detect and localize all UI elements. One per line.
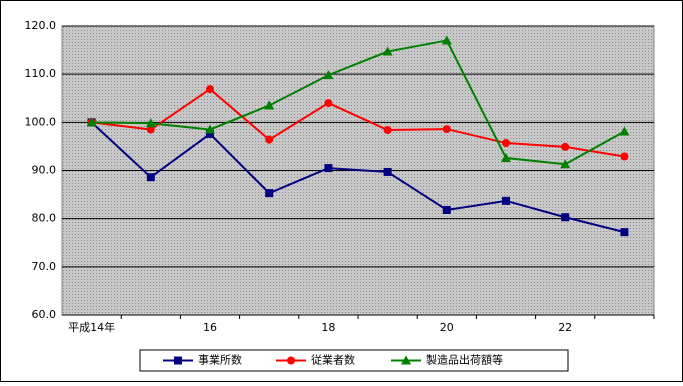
y-tick-label: 70.0 (32, 260, 57, 273)
y-tick-label: 110.0 (25, 67, 57, 80)
legend-marker (174, 356, 182, 365)
legend-marker (401, 355, 411, 365)
data-point (561, 213, 570, 222)
data-point (560, 159, 571, 169)
data-point (619, 126, 630, 136)
data-point (441, 35, 452, 45)
data-point (264, 100, 275, 110)
data-point (561, 142, 570, 151)
data-point (383, 126, 392, 135)
legend-marker (287, 356, 295, 365)
data-point (442, 205, 451, 214)
legend-label: 従業者数 (311, 354, 355, 367)
data-point (206, 85, 214, 94)
x-tick-label: 20 (440, 321, 454, 334)
data-point (146, 173, 155, 182)
data-point (323, 70, 334, 80)
data-point (502, 139, 510, 148)
data-point (146, 125, 155, 134)
legend-box (139, 349, 569, 372)
data-point (86, 117, 97, 127)
data-point (265, 135, 274, 144)
data-point (205, 124, 215, 134)
data-point (324, 164, 333, 173)
data-point (324, 99, 333, 108)
y-tick-label: 60.0 (32, 308, 57, 321)
series-line (91, 39, 625, 166)
series-line (91, 87, 625, 158)
data-point (620, 228, 629, 237)
x-tick-label: 16 (203, 321, 217, 334)
x-tick-label: 平成14年 (68, 320, 115, 334)
data-point (442, 125, 451, 134)
data-point (383, 167, 392, 176)
data-point (501, 152, 511, 162)
data-point (206, 129, 214, 138)
data-point (145, 118, 156, 128)
data-point (620, 152, 629, 161)
y-tick-label: 120.0 (25, 19, 57, 32)
data-point (502, 196, 510, 205)
legend-label: 事業所数 (198, 354, 242, 367)
y-tick-label: 80.0 (32, 212, 57, 225)
data-point (382, 46, 393, 56)
x-tick-label: 22 (558, 321, 572, 334)
x-tick-label: 18 (321, 321, 335, 334)
y-tick-label: 90.0 (32, 164, 57, 177)
legend-label: 製造品出荷額等 (426, 353, 503, 367)
series-line (90, 121, 625, 234)
data-point (265, 189, 274, 198)
y-tick-label: 100.0 (25, 115, 57, 128)
